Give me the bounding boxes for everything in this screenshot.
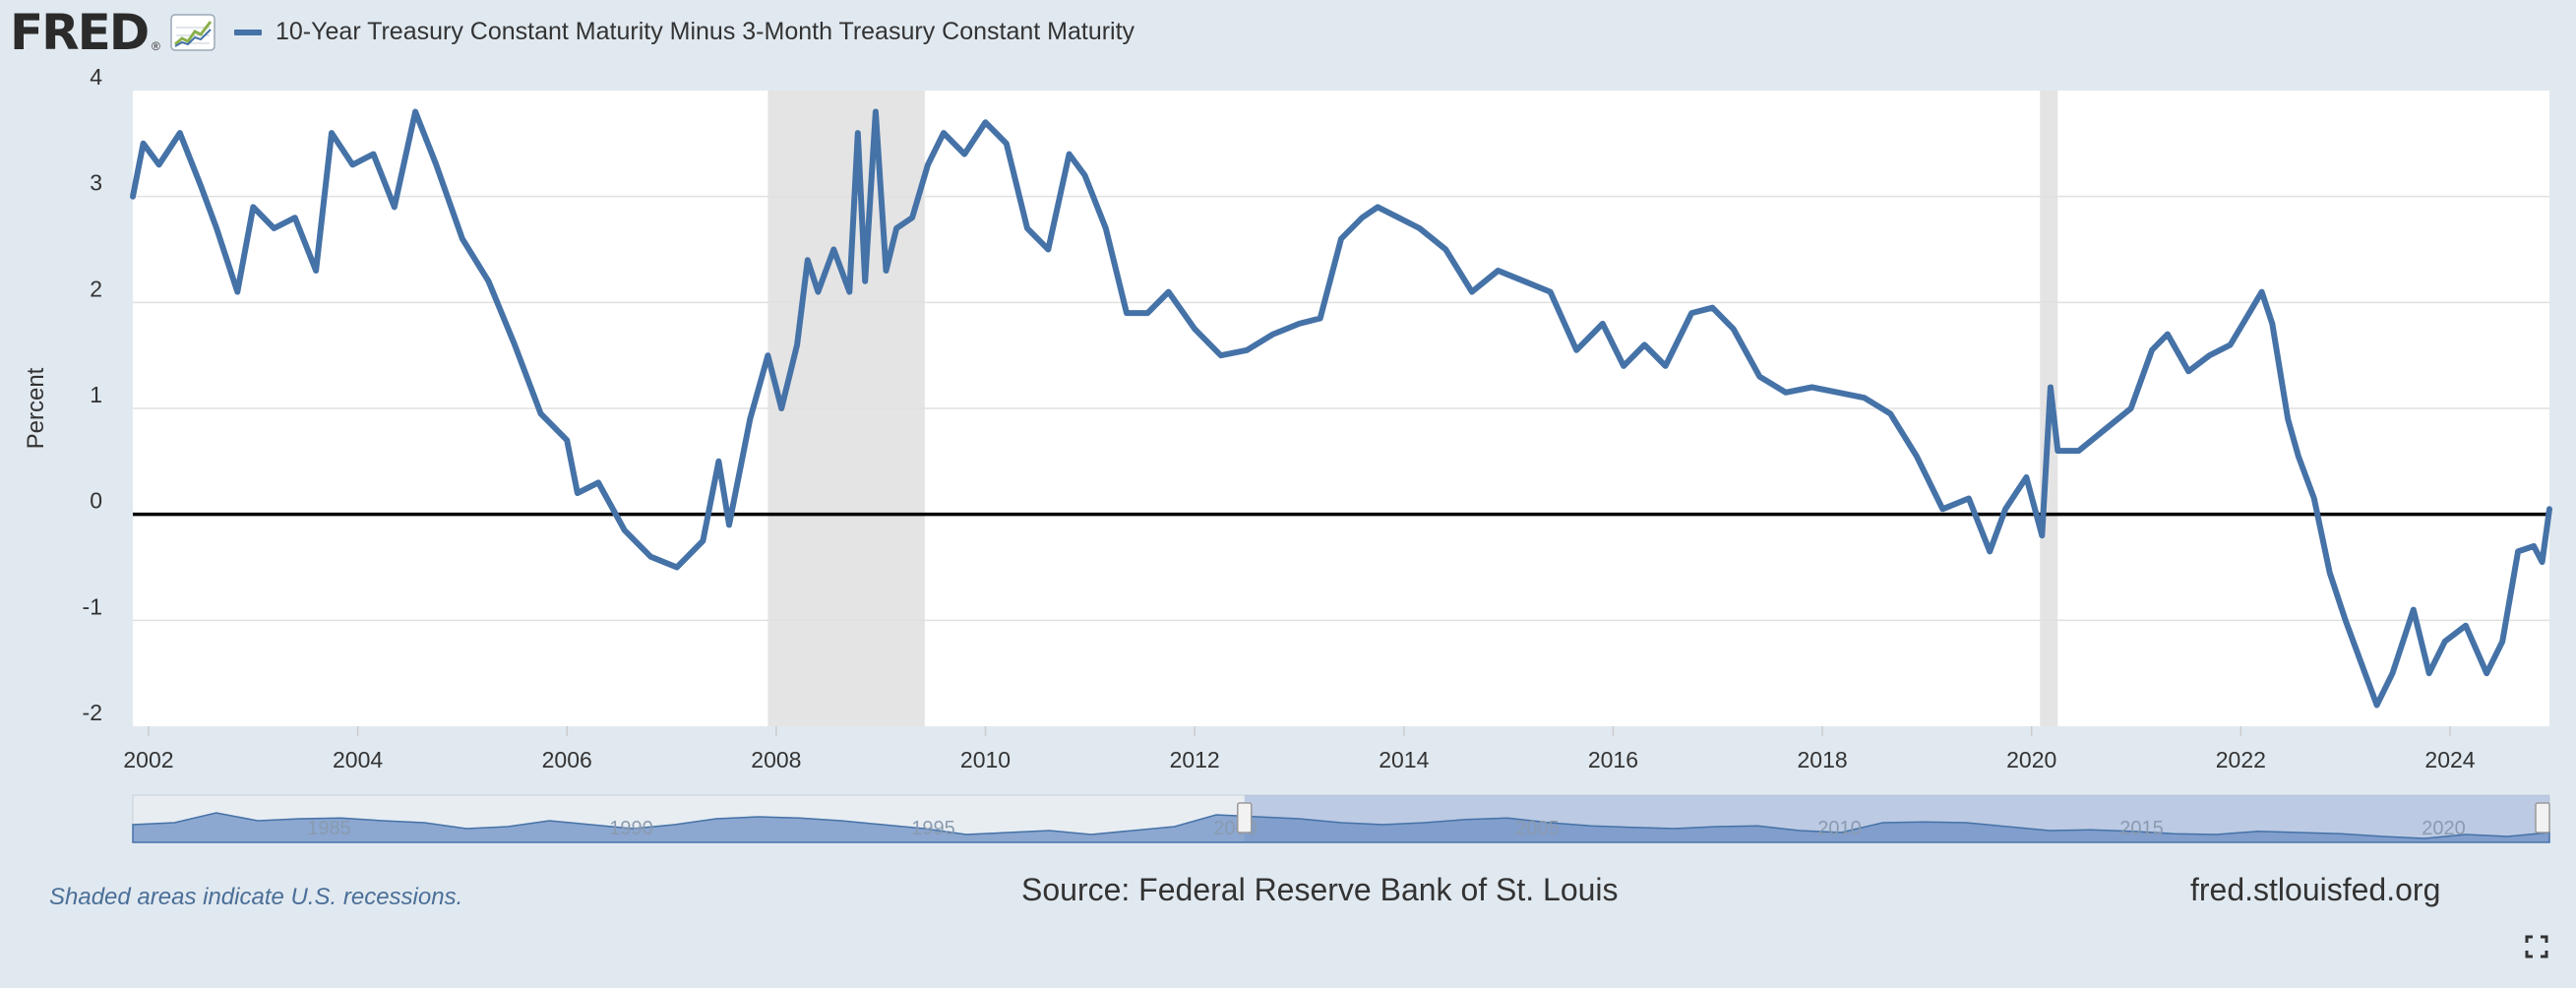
navigator-handle-right[interactable] (2535, 802, 2550, 834)
navigator-tick-label: 2005 (1515, 818, 1560, 839)
x-tick-label: 2010 (960, 747, 1011, 772)
x-tick-label: 2014 (1379, 747, 1429, 772)
navigator[interactable]: 1985 1990 1995 2000 2005 2010 2015 2020 (132, 794, 2550, 843)
navigator-tick-label: 2015 (2119, 818, 2164, 839)
x-tick-label: 2012 (1170, 747, 1220, 772)
x-tick-label: 2016 (1588, 747, 1638, 772)
x-tick-label: 2006 (542, 747, 592, 772)
navigator-tick-label: 2020 (2422, 818, 2466, 839)
navigator-tick-label: 1995 (911, 818, 955, 839)
registered-mark: ® (152, 39, 160, 53)
x-tick-label: 2002 (123, 747, 173, 772)
legend[interactable]: 10-Year Treasury Constant Maturity Minus… (234, 18, 1135, 46)
x-tick-label: 2008 (751, 747, 801, 772)
y-tick-label: -1 (83, 593, 102, 619)
legend-swatch (234, 29, 262, 35)
y-axis: -2 -1 0 1 2 3 4 (83, 64, 103, 725)
header: FRED ® 10-Year Treasury Constant Maturit… (0, 0, 2576, 71)
series-line[interactable] (130, 108, 2552, 709)
navigator-area (132, 812, 2550, 843)
x-tick-label: 2004 (333, 747, 383, 772)
fullscreen-icon[interactable] (2525, 935, 2548, 958)
site-link[interactable]: fred.stlouisfed.org (2190, 872, 2441, 907)
legend-label: 10-Year Treasury Constant Maturity Minus… (276, 18, 1135, 45)
y-tick-label: 0 (90, 488, 102, 514)
y-axis-label: Percent (23, 367, 49, 449)
x-tick-label: 2022 (2216, 747, 2266, 772)
x-axis: 2002 2004 2006 2008 2010 2012 2014 2016 2018 2020… (123, 726, 2476, 772)
x-tick-label: 2020 (2006, 747, 2056, 772)
fred-logo[interactable]: FRED (10, 4, 150, 61)
y-tick-label: 1 (90, 382, 102, 407)
x-tick-label: 2024 (2424, 747, 2475, 772)
navigator-tick-label: 2010 (1817, 818, 1862, 839)
navigator-ticks: 1985 1990 1995 2000 2005 2010 2015 2020 (307, 818, 2466, 839)
y-tick-label: 3 (90, 170, 102, 196)
navigator-tick-label: 1985 (307, 818, 351, 839)
y-tick-label: 2 (90, 276, 102, 301)
source-credit: Source: Federal Reserve Bank of St. Loui… (1021, 872, 1619, 907)
navigator-tick-label: 1990 (609, 818, 653, 839)
y-tick-label: 4 (90, 64, 102, 90)
navigator-handle-left[interactable] (1237, 802, 1253, 834)
recession-note: Shaded areas indicate U.S. recessions. (49, 884, 463, 910)
x-tick-label: 2018 (1797, 747, 1847, 772)
chart-line-icon (170, 14, 215, 51)
y-tick-label: -2 (83, 700, 102, 725)
